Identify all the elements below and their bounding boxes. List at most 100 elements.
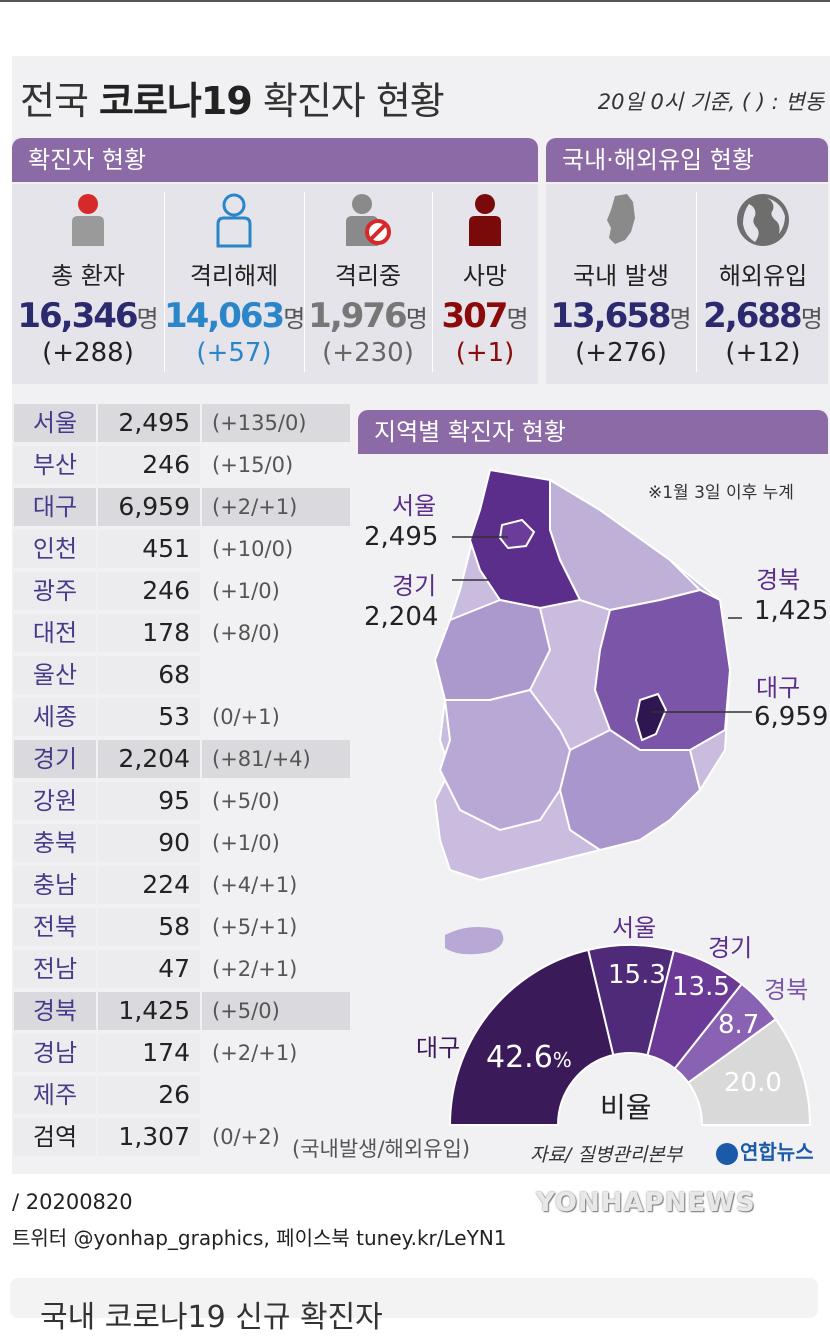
stat-value: 1,976 [308,296,408,336]
ratio-slice [686,1017,812,1126]
stat-total: 총 환자 16,346명 (+288) [12,186,164,382]
korea-map-icon [607,194,635,244]
region-change: (+15/0) [212,453,294,477]
map-count-gyeongbuk: 1,425 [754,596,829,626]
stat-isolated: 격리중 1,976명 (+230) [304,186,432,382]
region-count: 1,307 [98,1118,200,1156]
ratio-name-daegu: 대구 [416,1034,461,1062]
region-name: 인천 [14,530,96,568]
stat-change: (+57) [196,338,272,368]
region-count: 2,204 [98,740,200,778]
gyeongnam-region [558,728,702,852]
stat-divider [432,192,433,372]
region-count: 224 [98,866,200,904]
seoul-region [498,518,536,550]
region-count: 6,959 [98,488,200,526]
region-name: 부산 [14,446,96,484]
stat-divider [164,192,165,372]
stat-value: 16,346 [17,296,138,336]
map-count-daegu: 6,959 [754,702,829,732]
region-count: 2,495 [98,404,200,442]
yonhap-logo-icon [716,1142,738,1165]
table-row: 울산 68 [14,656,334,696]
person-icon [469,194,501,246]
stat-unit: 명 [800,305,823,333]
region-name: 서울 [14,404,96,442]
ratio-center-label: 비율 [600,1091,652,1124]
publisher-logo: 연합뉴스 [716,1136,814,1165]
map-count-gyeonggi: 2,204 [364,602,439,632]
stat-released: 격리해제 14,063명 (+57) [164,186,306,382]
region-change: (+5/0) [202,992,350,1030]
confirmed-band: 확진자 현황 [12,138,538,182]
stat-label: 총 환자 [51,262,125,290]
region-count: 246 [98,446,200,484]
stat-divider [304,192,305,372]
infographic-title: 전국 코로나19 확진자 현황 [20,70,445,125]
title-prefix: 전국 [20,79,89,123]
stat-unit: 명 [136,305,159,333]
watermark: YONHAPNEWS [536,1188,756,1218]
daegu-region [634,692,668,742]
region-name: 검역 [14,1118,96,1156]
table-row: 경남 174 (+2/+1) [14,1034,334,1074]
jeolla-region [438,688,572,832]
region-name: 강원 [14,782,96,820]
table-row: 대구 6,959 (+2/+1) [14,488,350,528]
ratio-slice [448,948,615,1126]
stat-unit: 명 [283,305,306,333]
stat-change: (+276) [575,338,667,368]
table-row: 서울 2,495 (+135/0) [14,404,350,444]
region-change: (+4/+1) [212,873,298,897]
region-change: (+5/+1) [212,915,298,939]
region-change: (+1/0) [212,831,280,855]
map-label-gyeongbuk: 경북 [756,566,801,594]
stat-unit: 명 [669,305,692,333]
ratio-pct: 42.6 [486,1040,553,1075]
ratio-value-seoul: 15.3 [608,960,666,990]
region-name: 경기 [14,740,96,778]
map-label-gyeonggi: 경기 [392,572,437,600]
table-row: 강원 95 (+5/0) [14,782,334,822]
region-count: 53 [98,698,200,736]
region-change [202,1076,350,1114]
table-row: 전남 47 (+2/+1) [14,950,334,990]
region-count: 26 [98,1076,200,1114]
region-name: 제주 [14,1076,96,1114]
stat-label: 국내 발생 [573,262,669,290]
social-line: 트위터 @yonhap_graphics, 페이스북 tuney.kr/LeYN… [12,1226,507,1250]
region-name: 충북 [14,824,96,862]
region-change: (+135/0) [202,404,350,442]
table-row: 부산 246 (+15/0) [14,446,334,486]
map-label-seoul: 서울 [392,492,437,520]
region-name: 대전 [14,614,96,652]
table-row: 제주 26 [14,1076,334,1116]
stat-label: 격리해제 [189,262,279,290]
ratio-name-seoul: 서울 [612,914,657,942]
region-change: (0/+1) [212,705,280,729]
stat-change: (+288) [42,338,134,368]
stat-overseas: 해외유입 2,688명 (+12) [696,186,830,382]
stat-value: 2,688 [703,296,803,336]
stat-deaths: 사망 307명 (+1) [432,186,538,382]
title-suffix: 확진자 현황 [262,79,445,123]
table-row: 경기 2,204 (+81/+4) [14,740,350,780]
map-note: ※1월 3일 이후 누계 [648,483,794,503]
stat-change: (+230) [322,338,414,368]
stat-label: 사망 [462,262,508,290]
isolation-icon [346,194,391,246]
region-change: (+2/+1) [202,488,350,526]
person-outline-icon [216,193,252,248]
region-count: 68 [98,656,200,694]
region-change: (+1/0) [212,579,280,603]
date-line: / 20200820 [12,1190,133,1214]
table-row: 세종 53 (0/+1) [14,698,334,738]
map-count-seoul: 2,495 [364,522,439,552]
region-name: 전남 [14,950,96,988]
person-icon [72,194,104,246]
table-row: 충북 90 (+1/0) [14,824,334,864]
region-name: 광주 [14,572,96,610]
region-name: 경남 [14,1034,96,1072]
table-row: 경북 1,425 (+5/0) [14,992,350,1032]
globe-icon [737,194,789,246]
